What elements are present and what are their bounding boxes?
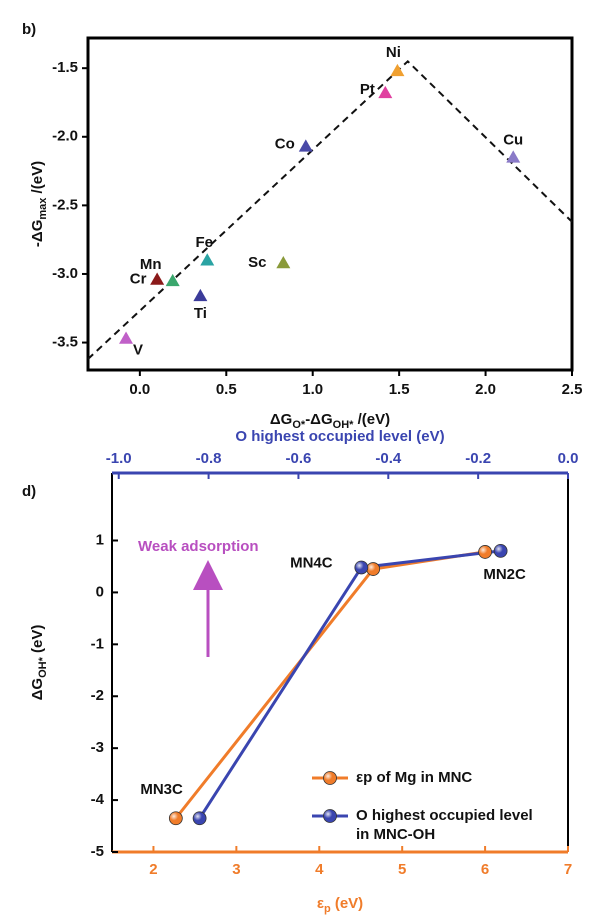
triangle-marker — [298, 139, 313, 152]
triangle-marker — [150, 272, 165, 285]
y-axis-label: -ΔGmax /(eV) — [29, 161, 49, 247]
x2-tick-label: -0.6 — [286, 450, 312, 467]
point-label: Cr — [130, 270, 147, 287]
x-axis-label-part: ε — [317, 895, 324, 912]
y-tick-label: -5 — [91, 843, 104, 860]
y-tick-label: -2.0 — [52, 128, 78, 145]
x-axis-label-part: (eV) — [331, 895, 364, 912]
y-tick-label: -1 — [91, 635, 104, 652]
x-tick-label: 0.5 — [216, 381, 237, 398]
x-axis-label-part: ΔG — [270, 411, 292, 428]
point-label: V — [133, 341, 143, 358]
point-label: Ti — [194, 305, 207, 322]
x-tick-label: 4 — [315, 861, 324, 878]
y-tick-label: -3.5 — [52, 334, 78, 351]
triangle-marker — [193, 288, 208, 302]
point-label: Ni — [386, 44, 401, 61]
point-label: Co — [275, 135, 295, 152]
x-tick-label: 7 — [564, 861, 572, 878]
triangle-marker — [200, 253, 215, 266]
x-axis-label-part: p — [324, 903, 331, 915]
point-shine — [494, 544, 508, 558]
x2-tick-label: 0.0 — [558, 450, 579, 467]
x2-tick-label: -0.4 — [375, 450, 402, 467]
y-tick-label: 1 — [96, 531, 104, 548]
point-shine — [193, 811, 207, 825]
triangle-marker — [276, 255, 291, 269]
x-tick-label: 3 — [232, 861, 240, 878]
point-label: Mn — [140, 256, 162, 273]
point-label: Fe — [196, 234, 214, 251]
x-axis-label-part: OH* — [333, 419, 355, 431]
y-axis-label-part: (eV) — [29, 625, 46, 658]
x-axis-label-part: /(eV) — [353, 411, 390, 428]
y-tick-label: -3 — [91, 739, 104, 756]
x-tick-label: 6 — [481, 861, 489, 878]
triangle-marker — [378, 85, 393, 99]
point-shine — [478, 545, 492, 559]
x2-axis-label: O highest occupied level (eV) — [235, 428, 444, 445]
triangle-marker — [506, 150, 521, 163]
point-label: Sc — [248, 254, 266, 271]
point-shine — [354, 560, 368, 574]
triangle-marker — [165, 273, 180, 287]
x-tick-label: 2.5 — [562, 381, 583, 398]
x2-tick-label: -0.8 — [196, 450, 222, 467]
y-tick-label: -2 — [91, 687, 104, 704]
y-axis-label-part: OH* — [37, 656, 49, 678]
point-label: Cu — [503, 131, 523, 148]
legend-line-1: O highest occupied level — [356, 807, 533, 824]
x2-tick-label: -0.2 — [465, 450, 491, 467]
x-axis-label-part: -ΔG — [305, 411, 332, 428]
x2-tick-label: -1.0 — [106, 450, 132, 467]
legend-label: O highest occupied level in MNC-OH — [356, 807, 533, 843]
point-label: MN2C — [483, 566, 526, 583]
legend-shine — [323, 809, 337, 823]
x-tick-label: 1.0 — [302, 381, 323, 398]
y-axis-label-part: max — [37, 197, 49, 220]
triangle-marker — [119, 331, 134, 344]
plot-frame — [86, 36, 574, 372]
x-axis-label: εp (eV) — [317, 895, 363, 915]
point-shine — [169, 811, 183, 825]
y-tick-label: 0 — [96, 583, 104, 600]
y-axis-label-part: ΔG — [29, 678, 46, 700]
x-axis-label: ΔGO*-ΔGOH* /(eV) — [270, 411, 390, 431]
y-tick-label: -2.5 — [52, 196, 78, 213]
y-tick-label: -3.0 — [52, 265, 78, 282]
point-label: Pt — [360, 81, 375, 98]
y-tick-label: -1.5 — [52, 59, 78, 76]
legend-shine — [323, 771, 337, 785]
triangle-marker — [390, 63, 405, 77]
x-tick-label: 2 — [149, 861, 157, 878]
y-axis-label-part: /(eV) — [29, 161, 46, 198]
y-tick-label: -4 — [91, 791, 105, 808]
x-axis-label-part: O* — [292, 419, 306, 431]
y-axis-label-part: -ΔG — [29, 220, 46, 247]
x-tick-label: 5 — [398, 861, 406, 878]
point-shine — [366, 562, 380, 576]
guide-line — [87, 59, 573, 360]
legend-line-2: in MNC-OH — [356, 826, 435, 843]
panel-label: d) — [22, 483, 36, 500]
x-tick-label: 0.0 — [129, 381, 150, 398]
y-axis-label: ΔGOH* (eV) — [29, 625, 49, 701]
legend-label: εp of Mg in MNC — [356, 769, 472, 786]
point-label: MN3C — [140, 781, 183, 798]
panel-label: b) — [22, 21, 36, 38]
point-label: MN4C — [290, 554, 333, 571]
x-tick-label: 2.0 — [475, 381, 496, 398]
annotation: Weak adsorption — [138, 538, 259, 555]
x-tick-label: 1.5 — [389, 381, 410, 398]
